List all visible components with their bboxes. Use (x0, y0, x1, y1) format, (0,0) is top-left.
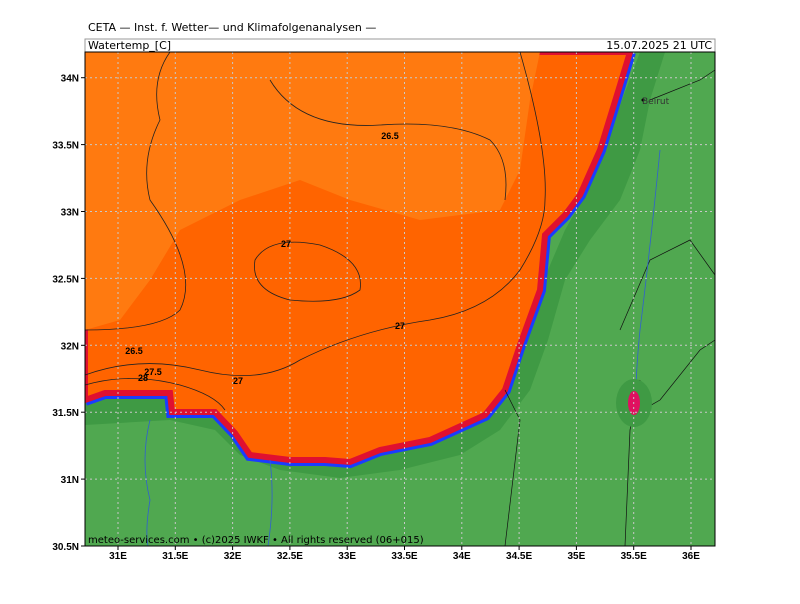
city-label: Beirut (642, 97, 670, 107)
lat-tick-label: 32N (61, 341, 79, 352)
contour-label: 27 (233, 376, 243, 386)
lat-tick-label: 34N (61, 74, 79, 85)
contour-line (85, 378, 226, 411)
coastal-shelf (85, 52, 665, 478)
border (504, 69, 715, 546)
lon-tick-label: 32.5E (277, 551, 303, 562)
contour-line (85, 52, 187, 331)
city-marker (641, 98, 645, 102)
lat-tick-label: 30.5N (52, 542, 79, 553)
contour-line (254, 241, 361, 302)
contour-label: 26.5 (381, 131, 399, 141)
valid-time: 15.07.2025 21 UTC (606, 39, 712, 52)
contour-label: 27 (395, 321, 405, 331)
contour-line (85, 52, 546, 377)
lon-tick-label: 31E (109, 551, 127, 562)
lon-tick-label: 35E (568, 551, 586, 562)
lat-tick-label: 32.5N (52, 274, 79, 285)
axis-ticks: 34N 33.5N 33N 32.5N 32N 31.5N 31N 30.5N 31E 31.5E… (52, 74, 700, 562)
footer: meteo-services.com • (c)2025 IWKF • All … (88, 535, 424, 546)
contour-label: 28 (138, 373, 148, 383)
map-frame (84, 51, 716, 547)
lon-tick-label: 34.5E (506, 551, 532, 562)
lon-tick-label: 31.5E (162, 551, 188, 562)
contour-line (269, 79, 507, 201)
variable-label: Watertemp_[C] (88, 39, 171, 52)
header-title: CETA — Inst. f. Wetter— und Klimafolgena… (88, 21, 376, 34)
contour-label: 27 (281, 239, 291, 249)
lon-tick-label: 33.5E (391, 551, 417, 562)
lon-tick-label: 33E (338, 551, 356, 562)
lat-tick-label: 31N (61, 475, 79, 486)
lon-tick-label: 35.5E (621, 551, 647, 562)
lon-tick-label: 36E (682, 551, 700, 562)
lat-tick-label: 31.5N (52, 408, 79, 419)
grid (85, 52, 715, 546)
map: 26.5 27 27 26.5 27.5 28 27 Beirut meteo-… (84, 51, 716, 547)
lat-tick-label: 33N (61, 208, 79, 219)
sea-cooler-area (85, 52, 540, 330)
contour-label: 27.5 (144, 367, 162, 377)
lon-tick-label: 32E (224, 551, 242, 562)
lon-tick-label: 34E (453, 551, 471, 562)
lat-tick-label: 33.5N (52, 141, 79, 152)
contour-label: 26.5 (125, 346, 143, 356)
